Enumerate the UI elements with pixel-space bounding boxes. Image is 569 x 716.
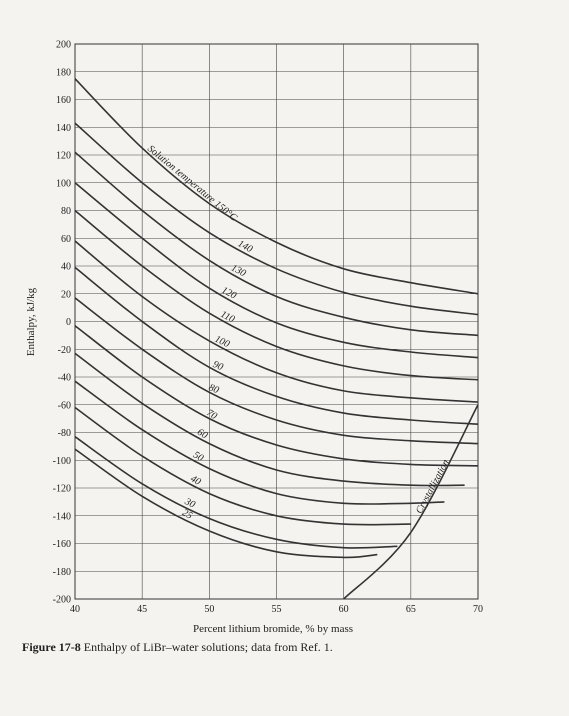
y-tick-label: 0	[66, 317, 71, 328]
curve-label-70: 70	[205, 408, 219, 423]
curve-label-40: 40	[188, 473, 202, 487]
curve-label-25: 25	[180, 507, 194, 521]
curve-100	[74, 240, 479, 403]
curve-150c	[74, 78, 479, 295]
x-tick-label: 50	[204, 604, 214, 615]
x-tick-label: 40	[70, 604, 80, 615]
y-tick-label: 180	[56, 67, 71, 78]
figure-caption: Figure 17-8 Enthalpy of LiBr–water solut…	[22, 640, 333, 655]
y-tick-label: 20	[61, 289, 71, 300]
y-tick-label: -80	[58, 428, 71, 439]
curve-60	[74, 352, 465, 487]
curve-label-30: 30	[182, 496, 197, 511]
figure-number: Figure 17-8	[22, 640, 81, 654]
y-tick-label: 200	[56, 40, 71, 51]
curve-label-130: 130	[229, 263, 247, 280]
x-tick-label: 70	[473, 604, 483, 615]
y-tick-label: -120	[53, 484, 71, 495]
curve-120	[74, 182, 479, 359]
curve-40	[74, 406, 411, 526]
curve-25	[74, 448, 378, 559]
crystallization-label: Crystallization	[414, 458, 452, 516]
curve-30	[74, 436, 398, 549]
y-tick-label: 60	[61, 234, 71, 245]
y-tick-label: 80	[61, 206, 71, 217]
x-tick-label: 55	[272, 604, 282, 615]
curve-label-90: 90	[211, 359, 225, 373]
curve-label-120: 120	[220, 285, 238, 302]
figure-caption-text: Enthalpy of LiBr–water solutions; data f…	[83, 640, 333, 654]
curve-80	[74, 297, 479, 445]
x-tick-label: 60	[339, 604, 349, 615]
curve-label-110: 110	[219, 309, 237, 325]
curve-70	[74, 325, 479, 467]
y-axis-label: Enthalpy, kJ/kg	[25, 287, 37, 356]
y-tick-label: -60	[58, 400, 71, 411]
curve-label-140: 140	[236, 238, 254, 255]
x-tick-label: 65	[406, 604, 416, 615]
curve-90	[74, 266, 479, 425]
y-tick-label: -180	[53, 567, 71, 578]
y-tick-label: -200	[53, 595, 71, 606]
y-tick-label: -100	[53, 456, 71, 467]
y-tick-label: 120	[56, 151, 71, 162]
tick-labels: 200180160140120100806040200-20-40-60-80-…	[53, 40, 483, 616]
curve-140	[74, 122, 479, 316]
curve-130	[74, 151, 479, 337]
y-tick-label: -160	[53, 539, 71, 550]
y-tick-label: 160	[56, 95, 71, 106]
y-tick-label: -140	[53, 511, 71, 522]
curve-label-50: 50	[191, 450, 205, 465]
curve-label-150c: Solution temperature 150°C	[145, 143, 239, 223]
temperature-curves	[74, 78, 479, 600]
x-axis-label: Percent lithium bromide, % by mass	[193, 623, 353, 635]
curve-50	[74, 380, 445, 505]
y-tick-label: -40	[58, 373, 71, 384]
crystallization-line	[343, 404, 479, 600]
curve-label-60: 60	[195, 427, 209, 442]
y-tick-label: 40	[61, 262, 71, 273]
y-tick-label: -20	[58, 345, 71, 356]
curve-110	[74, 209, 479, 381]
curve-label-100: 100	[213, 334, 231, 350]
x-tick-label: 45	[137, 604, 147, 615]
y-tick-label: 100	[56, 178, 71, 189]
y-tick-label: 140	[56, 123, 71, 134]
curve-label-80: 80	[207, 382, 220, 396]
